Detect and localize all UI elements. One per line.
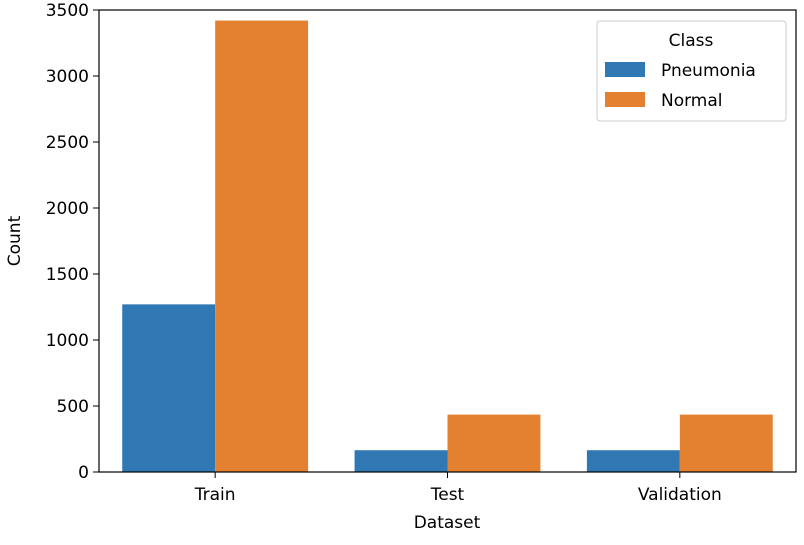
legend-label-normal: Normal xyxy=(661,91,723,111)
y-tick-label: 3500 xyxy=(46,1,89,21)
legend-swatch-pneumonia xyxy=(605,62,645,77)
y-tick-label: 0 xyxy=(78,463,89,483)
y-tick-label: 500 xyxy=(57,397,89,417)
legend-swatch-normal xyxy=(605,92,645,107)
bar-test-pneumonia xyxy=(354,450,448,472)
x-tick-label-validation: Validation xyxy=(638,485,722,505)
legend-label-pneumonia: Pneumonia xyxy=(661,61,756,81)
y-tick-label: 2000 xyxy=(46,199,89,219)
bar-train-pneumonia xyxy=(122,304,216,472)
x-ticks-group: Train Test Validation xyxy=(194,472,722,505)
x-tick-label-test: Test xyxy=(430,485,465,505)
y-tick-label: 1000 xyxy=(46,331,89,351)
bar-test-normal xyxy=(447,414,541,472)
bar-validation-pneumonia xyxy=(586,450,680,472)
bars-group xyxy=(122,20,773,473)
y-tick-label: 1500 xyxy=(46,265,89,285)
y-axis-label: Count xyxy=(5,215,25,266)
y-ticks-group: 0 500 1000 1500 2000 2500 3000 3500 xyxy=(46,1,99,483)
x-tick-label-train: Train xyxy=(194,485,236,505)
y-tick-label: 2500 xyxy=(46,133,89,153)
y-tick-label: 3000 xyxy=(46,67,89,87)
plot-frame xyxy=(98,9,797,473)
x-axis-label: Dataset xyxy=(414,513,481,533)
bar-validation-normal xyxy=(679,414,773,472)
bar-train-normal xyxy=(215,20,309,473)
legend-title: Class xyxy=(669,31,714,51)
legend: Class Pneumonia Normal xyxy=(596,20,787,122)
